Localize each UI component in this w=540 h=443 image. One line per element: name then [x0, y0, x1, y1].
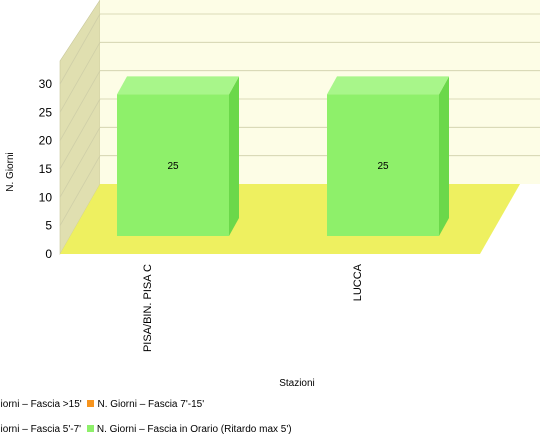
x-axis-labels: PISA/BIN. PISA C LUCCA: [142, 263, 364, 352]
bar-side: [439, 76, 449, 236]
y-axis-label: N. Giorni: [5, 152, 16, 191]
legend-label: N. Giorni – Fascia 5'-7': [0, 424, 82, 435]
y-tick-label: 0: [45, 247, 52, 261]
legend-item: N. Giorni – Fascia 7'-15': [87, 399, 204, 410]
data-label: 25: [377, 161, 389, 172]
legend-row: N. Giorni – Fascia >15' N. Giorni – Fasc…: [0, 399, 207, 415]
gridline: [59, 127, 101, 198]
x-tick-label: LUCCA: [352, 263, 364, 301]
gridline: [59, 70, 101, 141]
bars: 25 25: [117, 76, 449, 236]
y-tick-label: 10: [39, 190, 53, 204]
bar: [327, 94, 439, 236]
legend-label: N. Giorni – Fascia 7'-15': [97, 399, 205, 410]
gridline: [59, 42, 101, 113]
gridline: [59, 13, 101, 85]
bar-top: [327, 76, 449, 95]
bar: [117, 94, 229, 236]
legend-label: N. Giorni – Fascia >15': [0, 399, 82, 410]
data-label: 25: [167, 161, 179, 172]
x-axis-label: Stazioni: [279, 378, 315, 389]
x-tick-label: PISA/BIN. PISA C: [142, 264, 154, 352]
legend-item: N. Giorni – Fascia >15': [0, 399, 82, 410]
gridline: [59, 155, 101, 226]
legend-row: N. Giorni – Fascia 5'-7' N. Giorni – Fas…: [0, 424, 295, 440]
y-tick-label: 5: [45, 219, 52, 233]
y-tick-label: 15: [39, 162, 53, 176]
legend-item: N. Giorni – Fascia 5'-7': [0, 424, 81, 435]
legend-label: N. Giorni – Fascia in Orario (Ritardo ma…: [96, 424, 292, 435]
side-wall: [59, 0, 101, 256]
legend-item: N. Giorni – Fascia in Orario (Ritardo ma…: [86, 424, 292, 435]
y-tick-label: 25: [39, 105, 53, 119]
legend: N. Giorni – Fascia >15' N. Giorni – Fasc…: [0, 399, 540, 443]
y-tick-label: 30: [39, 77, 53, 91]
y-tick-label: 20: [39, 134, 53, 148]
y-axis-ticks: 0 5 10 15 20 25 30: [39, 77, 53, 261]
gridline: [59, 98, 101, 170]
bar-top: [117, 76, 239, 95]
legend-swatch: [86, 425, 94, 432]
bar-side: [229, 76, 239, 236]
legend-swatch: [87, 400, 95, 407]
